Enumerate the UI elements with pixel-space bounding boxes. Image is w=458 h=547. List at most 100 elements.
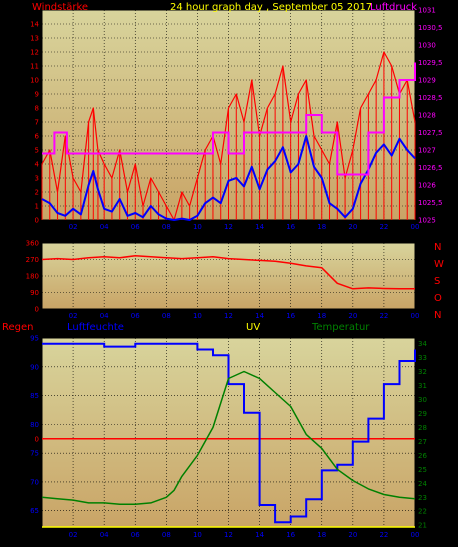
left-y-tick-label: 75 [30, 450, 39, 458]
wind-gust-line [41, 51, 416, 221]
x-tick-label: 00 [411, 531, 420, 539]
x-tick-label: 22 [379, 223, 388, 231]
chart-title: 24 hour graph day , September 05 2017 [170, 2, 372, 13]
right-y-tick-label: 29 [418, 410, 427, 418]
right-y-tick-label: 1031 [418, 7, 436, 15]
luftfeuchte-label: Luftfeuchte [67, 322, 124, 333]
right-y-tick-label: 30 [418, 396, 427, 404]
x-tick-label: 04 [100, 223, 109, 231]
compass-n-top: N [434, 242, 441, 253]
x-tick-label: 02 [69, 531, 78, 539]
x-tick-label: 22 [379, 531, 388, 539]
rain-tick-label: 0 [35, 435, 39, 443]
left-y-tick-label: 14 [30, 21, 39, 29]
x-tick-label: 18 [317, 223, 326, 231]
right-y-tick-label: 1028 [418, 112, 436, 120]
left-y-tick-label: 8 [35, 105, 39, 113]
right-y-tick-label: 33 [418, 354, 427, 362]
left-y-tick-label: 360 [26, 240, 39, 248]
x-tick-label: 02 [69, 223, 78, 231]
left-y-tick-label: 270 [26, 256, 39, 264]
right-y-tick-label: 23 [418, 494, 427, 502]
left-y-tick-label: 1 [35, 203, 39, 211]
luftdruck-label: Luftdruck [370, 2, 417, 13]
right-y-tick-label: 32 [418, 368, 427, 376]
left-y-tick-label: 12 [30, 49, 39, 57]
right-y-tick-label: 34 [418, 340, 427, 348]
right-y-tick-label: 1025,5 [418, 199, 443, 207]
right-y-tick-label: 28 [418, 424, 427, 432]
right-y-tick-label: 1027 [418, 147, 436, 155]
right-y-tick-label: 24 [418, 480, 427, 488]
right-y-tick-label: 31 [418, 382, 427, 390]
x-tick-label: 06 [131, 312, 140, 320]
right-y-tick-label: 22 [418, 508, 427, 516]
right-y-tick-label: 1026 [418, 182, 436, 190]
x-tick-label: 16 [286, 223, 295, 231]
x-tick-label: 12 [224, 223, 233, 231]
x-tick-label: 10 [193, 223, 202, 231]
right-y-tick-label: 1030 [418, 42, 436, 50]
x-tick-label: 00 [411, 312, 420, 320]
windstaerke-label: Windstärke [32, 2, 88, 13]
left-y-tick-label: 0 [35, 306, 39, 314]
right-y-tick-label: 1025 [418, 217, 436, 225]
left-y-tick-label: 5 [35, 147, 39, 155]
compass-w: W [434, 259, 444, 270]
right-y-tick-label: 1029 [418, 77, 436, 85]
left-y-tick-label: 3 [35, 175, 39, 183]
right-y-tick-label: 1027,5 [418, 129, 443, 137]
left-y-tick-label: 85 [30, 392, 39, 400]
wind-average-line [41, 135, 416, 221]
left-y-tick-label: 65 [30, 507, 39, 515]
x-tick-label: 08 [162, 531, 171, 539]
right-y-tick-label: 1029,5 [418, 59, 443, 67]
right-y-tick-label: 1030,5 [418, 24, 443, 32]
x-tick-label: 00 [411, 223, 420, 231]
uv-label: UV [246, 322, 260, 333]
x-tick-label: 18 [317, 531, 326, 539]
x-tick-label: 12 [224, 531, 233, 539]
right-y-tick-label: 21 [418, 522, 427, 530]
x-tick-label: 16 [286, 312, 295, 320]
left-y-tick-label: 180 [26, 273, 39, 281]
x-tick-label: 20 [348, 223, 357, 231]
left-y-tick-label: 4 [35, 161, 40, 169]
right-y-tick-label: 27 [418, 438, 427, 446]
x-tick-label: 06 [131, 223, 140, 231]
compass-o: O [434, 293, 442, 304]
x-tick-label: 08 [162, 312, 171, 320]
left-y-tick-label: 9 [35, 91, 39, 99]
x-tick-label: 16 [286, 531, 295, 539]
left-y-tick-label: 7 [35, 119, 39, 127]
x-tick-label: 14 [255, 223, 264, 231]
right-y-tick-label: 1028,5 [418, 94, 443, 102]
x-tick-label: 12 [224, 312, 233, 320]
x-tick-label: 14 [255, 531, 264, 539]
pressure-line [42, 62, 416, 176]
left-y-tick-label: 0 [35, 217, 39, 225]
x-tick-label: 20 [348, 312, 357, 320]
x-tick-label: 04 [100, 531, 109, 539]
regen-label: Regen [2, 322, 34, 333]
x-tick-label: 08 [162, 223, 171, 231]
left-y-tick-label: 90 [30, 363, 39, 371]
wind-direction-line [41, 255, 415, 290]
compass-s: S [434, 276, 440, 287]
x-tick-label: 10 [193, 312, 202, 320]
left-y-tick-label: 11 [30, 63, 39, 71]
right-y-tick-label: 25 [418, 466, 427, 474]
left-y-tick-label: 13 [30, 35, 39, 43]
humidity-line [42, 342, 416, 524]
x-tick-label: 06 [131, 531, 140, 539]
right-y-tick-label: 26 [418, 452, 427, 460]
x-tick-label: 20 [348, 531, 357, 539]
left-y-tick-label: 90 [30, 289, 39, 297]
left-y-tick-label: 2 [35, 189, 39, 197]
x-tick-label: 14 [255, 312, 264, 320]
x-tick-label: 04 [100, 312, 109, 320]
right-y-tick-label: 1026,5 [418, 164, 443, 172]
left-y-tick-label: 95 [30, 335, 39, 343]
